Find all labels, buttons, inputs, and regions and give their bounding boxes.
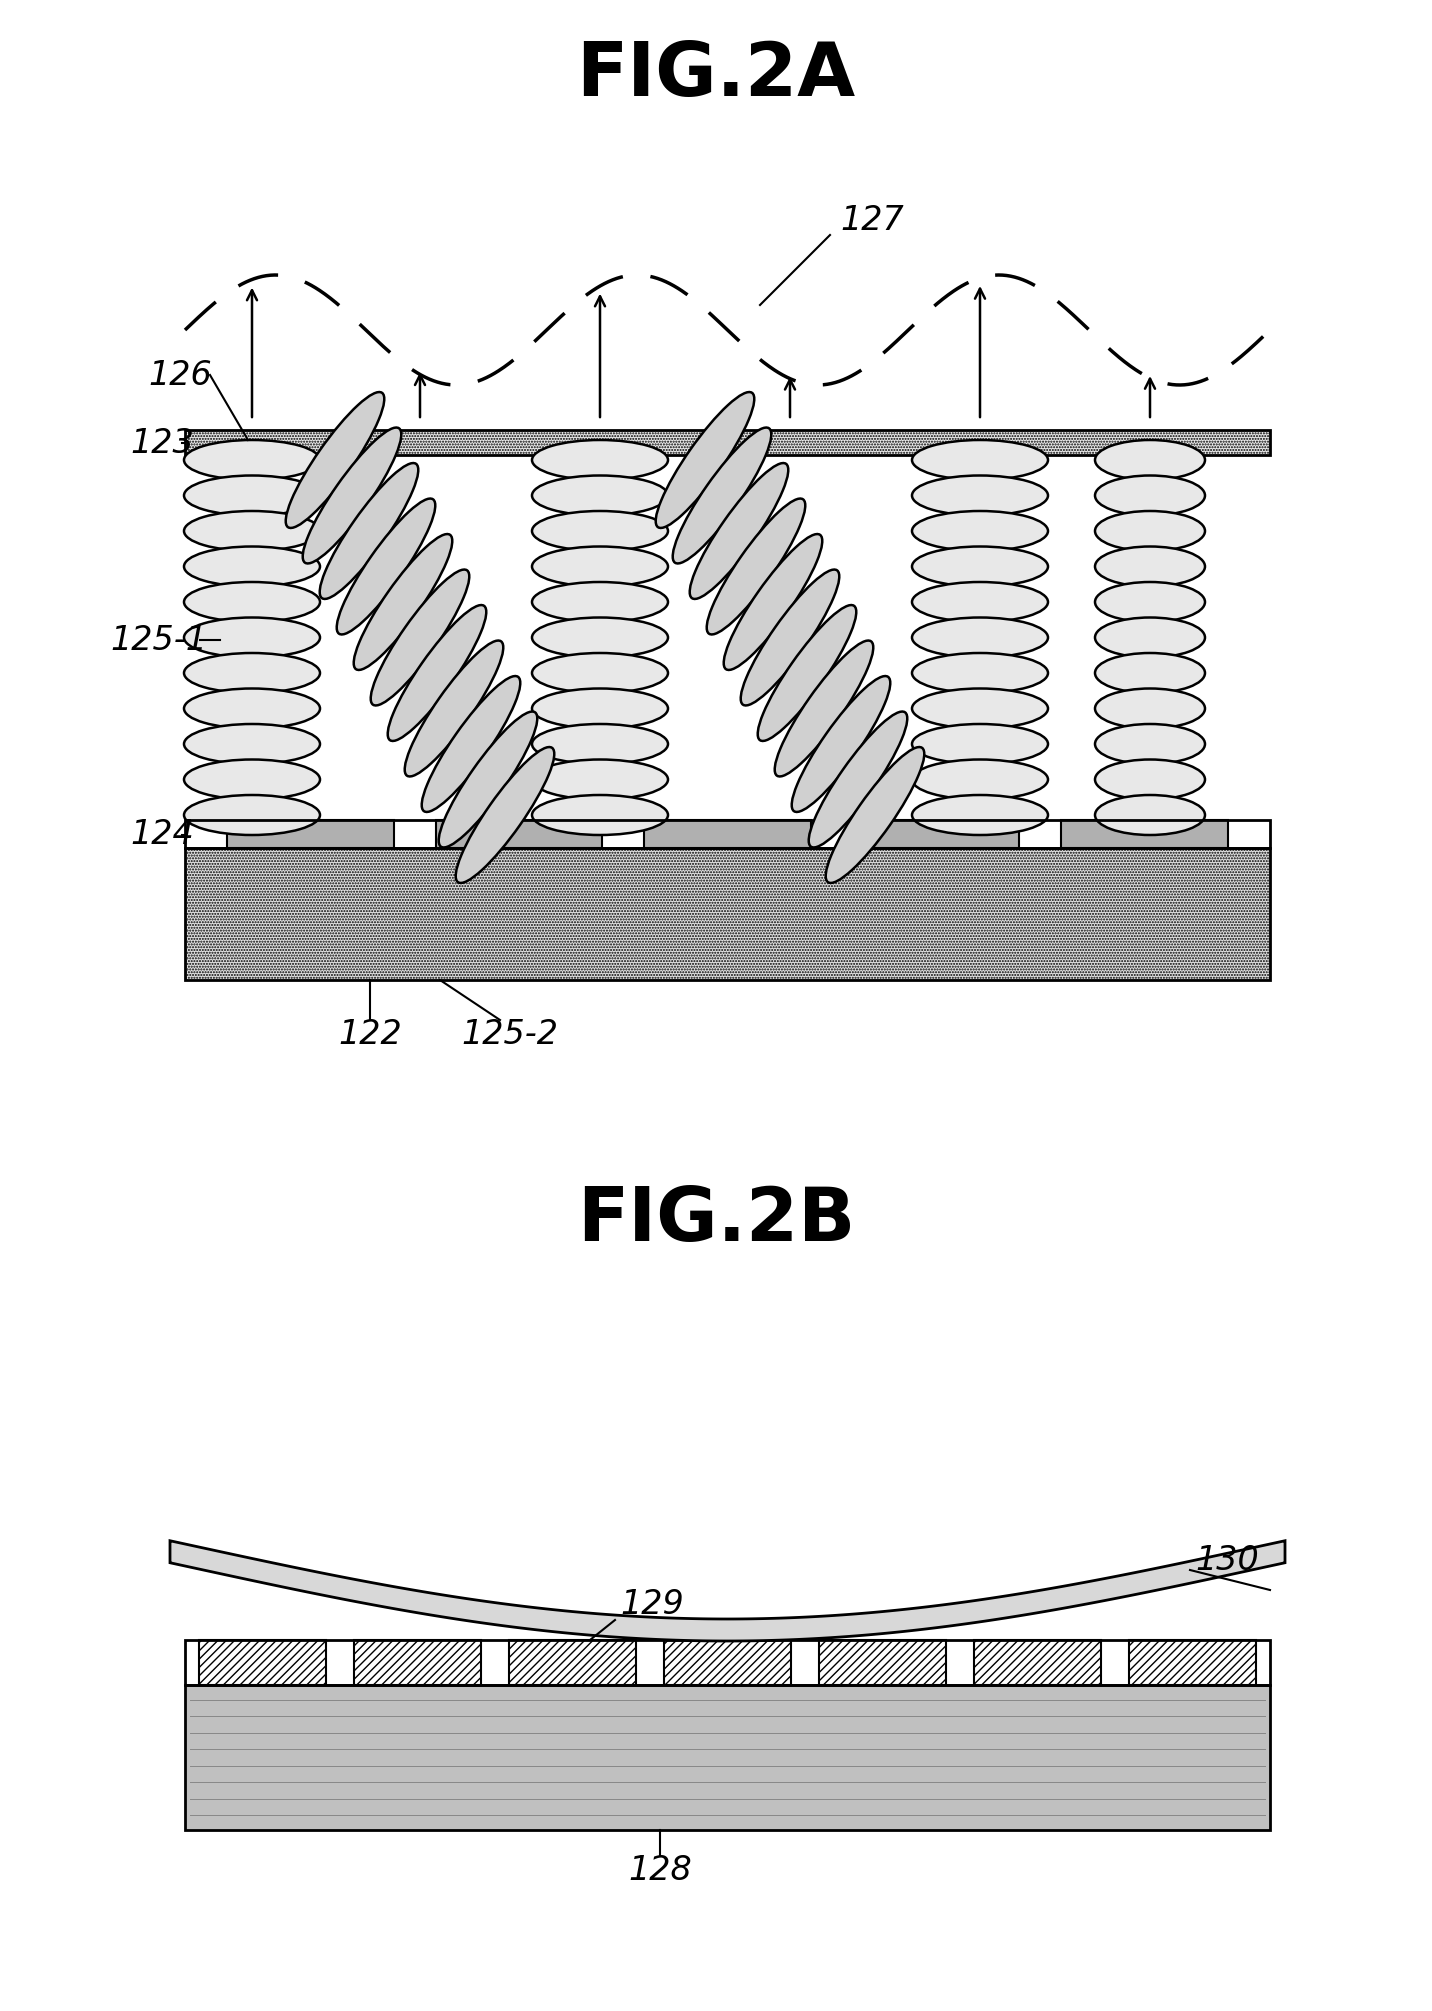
Bar bbox=[185, 430, 1270, 454]
Ellipse shape bbox=[533, 581, 667, 621]
Ellipse shape bbox=[388, 605, 487, 740]
Ellipse shape bbox=[533, 475, 667, 515]
Ellipse shape bbox=[1095, 440, 1204, 481]
Bar bbox=[853, 820, 1020, 849]
Ellipse shape bbox=[533, 617, 667, 658]
Ellipse shape bbox=[319, 463, 418, 599]
Ellipse shape bbox=[405, 642, 503, 776]
Ellipse shape bbox=[1095, 547, 1204, 587]
Bar bbox=[354, 1641, 481, 1685]
Ellipse shape bbox=[421, 676, 520, 812]
Bar bbox=[185, 1641, 1270, 1685]
Ellipse shape bbox=[912, 440, 1048, 481]
Ellipse shape bbox=[183, 760, 319, 800]
Ellipse shape bbox=[337, 499, 435, 633]
Ellipse shape bbox=[1095, 475, 1204, 515]
Ellipse shape bbox=[183, 688, 319, 728]
Ellipse shape bbox=[912, 654, 1048, 694]
Ellipse shape bbox=[673, 428, 772, 563]
Ellipse shape bbox=[912, 617, 1048, 658]
Ellipse shape bbox=[438, 712, 537, 847]
Ellipse shape bbox=[912, 511, 1048, 551]
Ellipse shape bbox=[183, 511, 319, 551]
Ellipse shape bbox=[533, 760, 667, 800]
Ellipse shape bbox=[354, 535, 453, 670]
Ellipse shape bbox=[723, 535, 822, 670]
Text: 123: 123 bbox=[130, 426, 193, 459]
Ellipse shape bbox=[912, 794, 1048, 835]
Polygon shape bbox=[170, 1540, 1285, 1641]
Ellipse shape bbox=[455, 746, 554, 883]
Ellipse shape bbox=[792, 676, 891, 812]
Ellipse shape bbox=[183, 617, 319, 658]
Ellipse shape bbox=[1095, 688, 1204, 728]
Ellipse shape bbox=[656, 392, 755, 529]
Text: 129: 129 bbox=[620, 1589, 683, 1621]
Ellipse shape bbox=[183, 581, 319, 621]
Bar bbox=[185, 849, 1270, 979]
Ellipse shape bbox=[1095, 617, 1204, 658]
Text: 125-2: 125-2 bbox=[461, 1018, 558, 1052]
Text: FIG.2B: FIG.2B bbox=[577, 1184, 855, 1257]
Ellipse shape bbox=[758, 605, 856, 740]
Ellipse shape bbox=[533, 724, 667, 764]
Ellipse shape bbox=[533, 440, 667, 481]
Ellipse shape bbox=[183, 475, 319, 515]
Ellipse shape bbox=[1095, 581, 1204, 621]
Ellipse shape bbox=[740, 569, 839, 706]
Ellipse shape bbox=[690, 463, 788, 599]
Bar bbox=[228, 820, 394, 849]
Ellipse shape bbox=[809, 712, 908, 847]
Ellipse shape bbox=[183, 547, 319, 587]
Ellipse shape bbox=[1095, 511, 1204, 551]
Ellipse shape bbox=[1095, 724, 1204, 764]
Ellipse shape bbox=[775, 642, 874, 776]
Text: 127: 127 bbox=[841, 203, 904, 237]
Ellipse shape bbox=[826, 746, 924, 883]
Text: 125-1: 125-1 bbox=[110, 623, 208, 656]
Bar bbox=[185, 1685, 1270, 1830]
Text: 122: 122 bbox=[338, 1018, 402, 1052]
Ellipse shape bbox=[183, 794, 319, 835]
Ellipse shape bbox=[912, 724, 1048, 764]
Ellipse shape bbox=[183, 440, 319, 481]
Bar bbox=[819, 1641, 947, 1685]
Bar bbox=[644, 820, 811, 849]
Ellipse shape bbox=[533, 547, 667, 587]
Ellipse shape bbox=[1095, 794, 1204, 835]
Ellipse shape bbox=[183, 724, 319, 764]
Bar bbox=[199, 1641, 326, 1685]
Bar bbox=[1061, 820, 1227, 849]
Ellipse shape bbox=[533, 511, 667, 551]
Ellipse shape bbox=[533, 654, 667, 694]
Ellipse shape bbox=[1095, 760, 1204, 800]
Bar bbox=[435, 820, 601, 849]
Bar bbox=[185, 820, 1270, 849]
Bar bbox=[508, 1641, 636, 1685]
Ellipse shape bbox=[912, 760, 1048, 800]
Text: 128: 128 bbox=[629, 1854, 692, 1886]
Bar bbox=[974, 1641, 1101, 1685]
Ellipse shape bbox=[912, 581, 1048, 621]
Ellipse shape bbox=[302, 428, 401, 563]
Ellipse shape bbox=[912, 547, 1048, 587]
Text: 124: 124 bbox=[130, 818, 193, 851]
Ellipse shape bbox=[183, 654, 319, 694]
Text: 130: 130 bbox=[1194, 1544, 1259, 1577]
Ellipse shape bbox=[286, 392, 384, 529]
Ellipse shape bbox=[707, 499, 805, 633]
Ellipse shape bbox=[912, 688, 1048, 728]
Bar bbox=[1128, 1641, 1256, 1685]
Ellipse shape bbox=[533, 794, 667, 835]
Ellipse shape bbox=[1095, 654, 1204, 694]
Ellipse shape bbox=[912, 475, 1048, 515]
Bar bbox=[664, 1641, 790, 1685]
Text: FIG.2A: FIG.2A bbox=[577, 38, 855, 111]
Text: 126: 126 bbox=[147, 358, 212, 392]
Ellipse shape bbox=[371, 569, 470, 706]
Ellipse shape bbox=[533, 688, 667, 728]
